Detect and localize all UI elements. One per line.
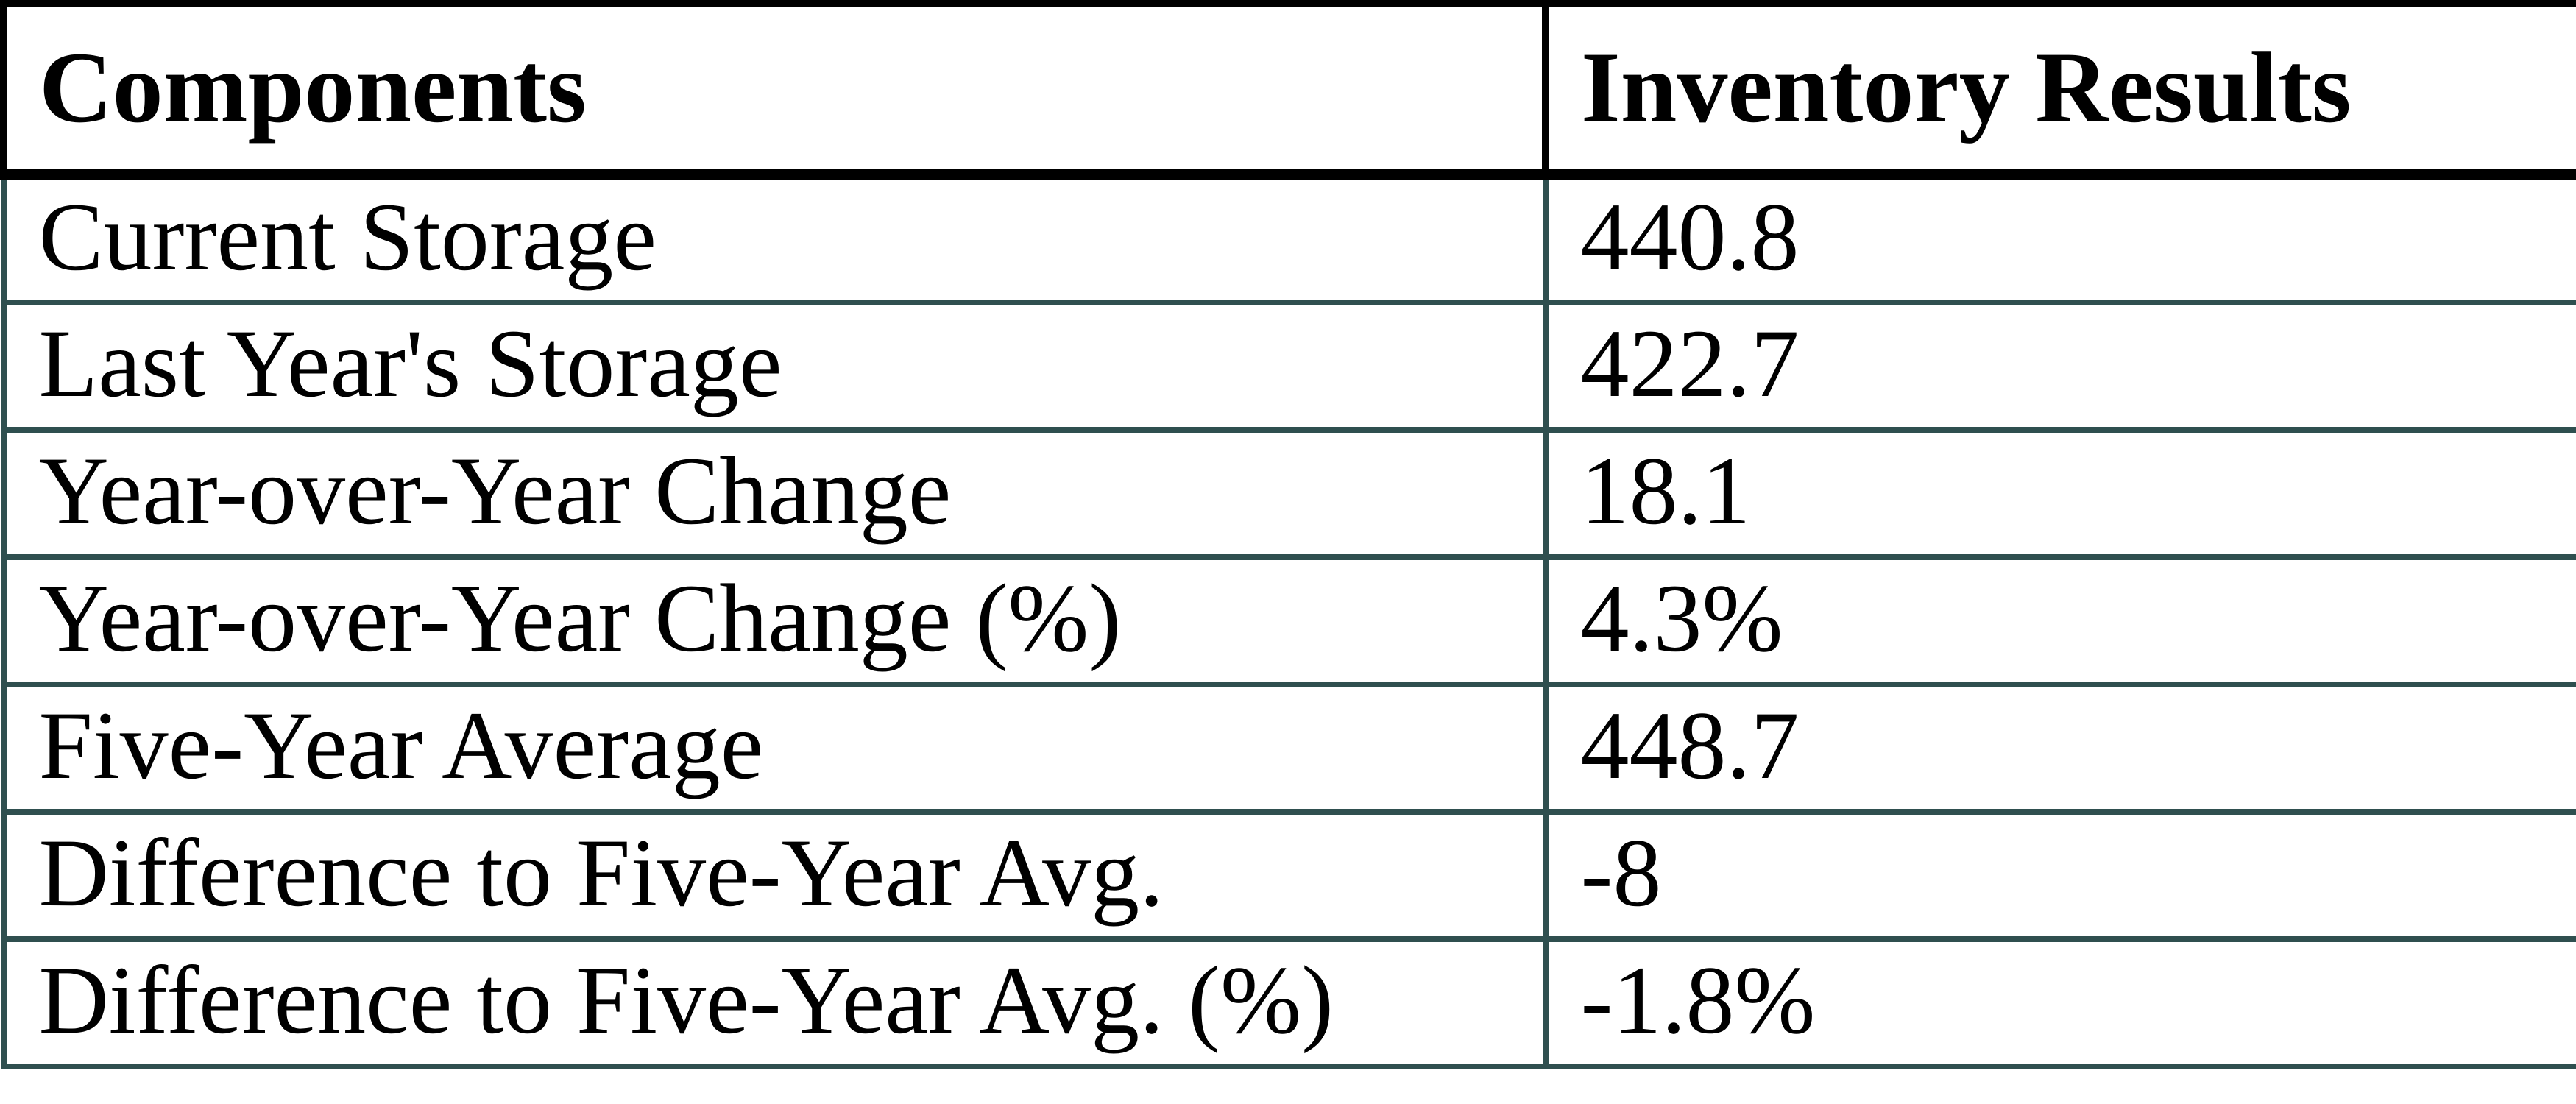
value-cell-yoy-change: 18.1 bbox=[1542, 426, 2576, 560]
table-row: Difference to Five-Year Avg. (%) -1.8% bbox=[0, 935, 2576, 1069]
table-row: Difference to Five-Year Avg. -8 bbox=[0, 808, 2576, 942]
table-row: Year-over-Year Change (%) 4.3% bbox=[0, 553, 2576, 687]
header-row: Components Inventory Results bbox=[0, 0, 2576, 180]
component-cell-current-storage: Current Storage bbox=[0, 171, 1549, 305]
inventory-results-table: Components Inventory Results Current Sto… bbox=[0, 0, 2576, 1069]
value-cell-last-year-storage: 422.7 bbox=[1542, 299, 2576, 433]
component-cell-diff-five-year-avg-pct: Difference to Five-Year Avg. (%) bbox=[0, 935, 1549, 1069]
component-cell-yoy-change-pct: Year-over-Year Change (%) bbox=[0, 553, 1549, 687]
value-cell-yoy-change-pct: 4.3% bbox=[1542, 553, 2576, 687]
table-row: Year-over-Year Change 18.1 bbox=[0, 426, 2576, 560]
component-cell-five-year-average: Five-Year Average bbox=[0, 681, 1549, 815]
component-cell-yoy-change: Year-over-Year Change bbox=[0, 426, 1549, 560]
value-cell-diff-five-year-avg-pct: -1.8% bbox=[1542, 935, 2576, 1069]
value-cell-current-storage: 440.8 bbox=[1542, 171, 2576, 305]
table-row: Five-Year Average 448.7 bbox=[0, 681, 2576, 815]
table-row: Last Year's Storage 422.7 bbox=[0, 299, 2576, 433]
value-cell-five-year-average: 448.7 bbox=[1542, 681, 2576, 815]
component-cell-last-year-storage: Last Year's Storage bbox=[0, 299, 1549, 433]
table-row: Current Storage 440.8 bbox=[0, 171, 2576, 305]
components-column-header: Components bbox=[0, 0, 1549, 180]
value-cell-diff-five-year-avg: -8 bbox=[1542, 808, 2576, 942]
component-cell-diff-five-year-avg: Difference to Five-Year Avg. bbox=[0, 808, 1549, 942]
inventory-results-column-header: Inventory Results bbox=[1542, 0, 2576, 180]
